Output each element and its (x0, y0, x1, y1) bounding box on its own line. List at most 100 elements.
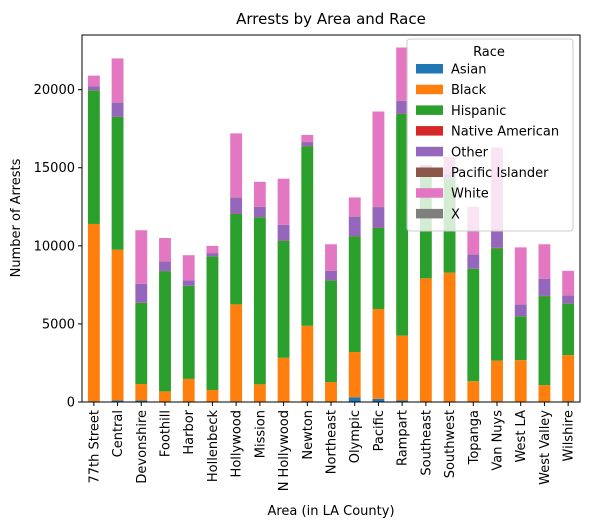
bar-devonshire-other (135, 283, 148, 303)
bar-mission-white (253, 181, 266, 207)
bar-newton-white (301, 134, 314, 142)
bar-central-other (111, 102, 124, 117)
bar-foothill-black (159, 391, 171, 402)
bar-n-hollywood-white (277, 178, 290, 225)
bar-n-hollywood-hispanic (277, 240, 290, 358)
bar-northeast-white (325, 244, 337, 271)
bar-west-la-black (514, 360, 527, 402)
x-tick-label-topanga: Topanga (467, 410, 482, 465)
bar-77th-street-hispanic (87, 90, 100, 224)
bar-northeast-black (325, 382, 337, 402)
x-tick-label-northeast: Northeast (325, 410, 340, 474)
legend: Race Asian Black Hispanic Native American Ot… (406, 38, 574, 232)
bar-rampart-black (396, 335, 409, 401)
bar-newton-hispanic (301, 146, 314, 326)
x-tick-label-hollywood: Hollywood (230, 410, 245, 477)
bar-van-nuys-other (491, 229, 503, 248)
bar-foothill-white (159, 238, 171, 262)
bar-olympic-other (348, 216, 361, 237)
y-tick-label: 0 (67, 396, 75, 411)
legend-label-asian: Asian (451, 63, 486, 78)
bar-devonshire-white (135, 230, 148, 284)
x-tick-label-hollenbeck: Hollenbeck (206, 410, 221, 483)
bar-77th-street-white (87, 75, 100, 87)
x-tick-label-wilshire: Wilshire (562, 410, 577, 461)
bar-rampart-asian (396, 400, 409, 402)
bar-mission-hispanic (253, 217, 266, 385)
legend-swatch-pacific-islander (416, 167, 443, 177)
bar-pacific-hispanic (372, 227, 385, 310)
legend-swatch-hispanic (416, 105, 443, 115)
bar-harbor-other (182, 280, 195, 286)
bar-rampart-white (396, 47, 409, 101)
bar-harbor-hispanic (182, 285, 195, 379)
x-tick-label-harbor: Harbor (182, 409, 197, 454)
bar-pacific-asian (372, 398, 385, 402)
legend-swatch-white (416, 188, 443, 198)
chart-title: Arrests by Area and Race (236, 10, 426, 28)
bar-topanga-hispanic (467, 268, 480, 382)
bar-hollywood-other (230, 197, 243, 214)
x-tick-label-west-la: West LA (514, 410, 529, 463)
bar-devonshire-hispanic (135, 302, 148, 385)
bar-southwest-black (443, 272, 456, 402)
legend-title: Race (473, 45, 505, 60)
legend-swatch-asian (416, 64, 443, 74)
bar-rampart-other (396, 101, 409, 114)
bar-olympic-asian (348, 397, 361, 402)
legend-items: Asian Black Hispanic Native American Other Pa… (416, 63, 559, 222)
bar-west-valley-other (538, 278, 551, 296)
bar-west-valley-black (538, 385, 551, 402)
bar-wilshire-other (562, 295, 575, 304)
legend-label-hispanic: Hispanic (451, 104, 506, 119)
x-axis: 77th Street Central Devonshire Foothill Harb… (87, 402, 577, 491)
legend-label-native-american: Native American (451, 125, 559, 140)
x-tick-label-central: Central (111, 410, 126, 457)
bar-mission-other (253, 206, 266, 218)
bar-n-hollywood-other (277, 224, 290, 241)
bar-hollywood-hispanic (230, 213, 243, 305)
bar-west-valley-white (538, 244, 551, 279)
y-tick-label: 10000 (34, 239, 75, 254)
x-tick-label-devonshire: Devonshire (135, 410, 150, 484)
bar-southeast-black (419, 278, 432, 402)
bar-foothill-hispanic (159, 271, 171, 392)
bar-hollenbeck-hispanic (206, 256, 219, 390)
bar-hollywood-white (230, 133, 243, 198)
bar-northeast-other (325, 270, 337, 281)
x-tick-label-pacific: Pacific (372, 410, 387, 451)
y-axis-label: Number of Arrests (9, 158, 24, 277)
bar-mission-black (253, 384, 266, 402)
x-tick-label-77th-street: 77th Street (87, 410, 102, 484)
bar-hollywood-black (230, 304, 243, 402)
legend-frame (406, 38, 574, 232)
bar-foothill-other (159, 261, 171, 271)
bar-pacific-black (372, 309, 385, 399)
bar-central-white (111, 58, 124, 103)
bar-west-valley-hispanic (538, 296, 551, 386)
x-tick-label-rampart: Rampart (396, 410, 411, 466)
bar-olympic-hispanic (348, 236, 361, 353)
bar-newton-other (301, 142, 314, 147)
bar-central-hispanic (111, 116, 124, 250)
legend-swatch-black (416, 84, 443, 95)
legend-label-white: White (451, 187, 489, 202)
x-tick-label-olympic: Olympic (348, 410, 363, 463)
legend-swatch-native-american (416, 126, 443, 136)
y-tick-label: 5000 (42, 317, 75, 332)
legend-label-other: Other (451, 145, 489, 160)
bar-77th-street-other (87, 86, 100, 91)
bar-harbor-black (182, 378, 195, 402)
bar-van-nuys-hispanic (491, 248, 503, 361)
bar-hollenbeck-other (206, 253, 219, 257)
x-tick-label-foothill: Foothill (159, 410, 174, 457)
legend-swatch-other (416, 146, 443, 157)
plot-frame (81, 34, 581, 403)
x-tick-label-n-hollywood: N Hollywood (277, 410, 292, 491)
bar-n-hollywood-black (277, 357, 290, 402)
bar-wilshire-black (562, 355, 575, 402)
bar-wilshire-white (562, 270, 575, 296)
bar-topanga-other (467, 254, 480, 269)
bar-west-la-other (514, 304, 527, 317)
